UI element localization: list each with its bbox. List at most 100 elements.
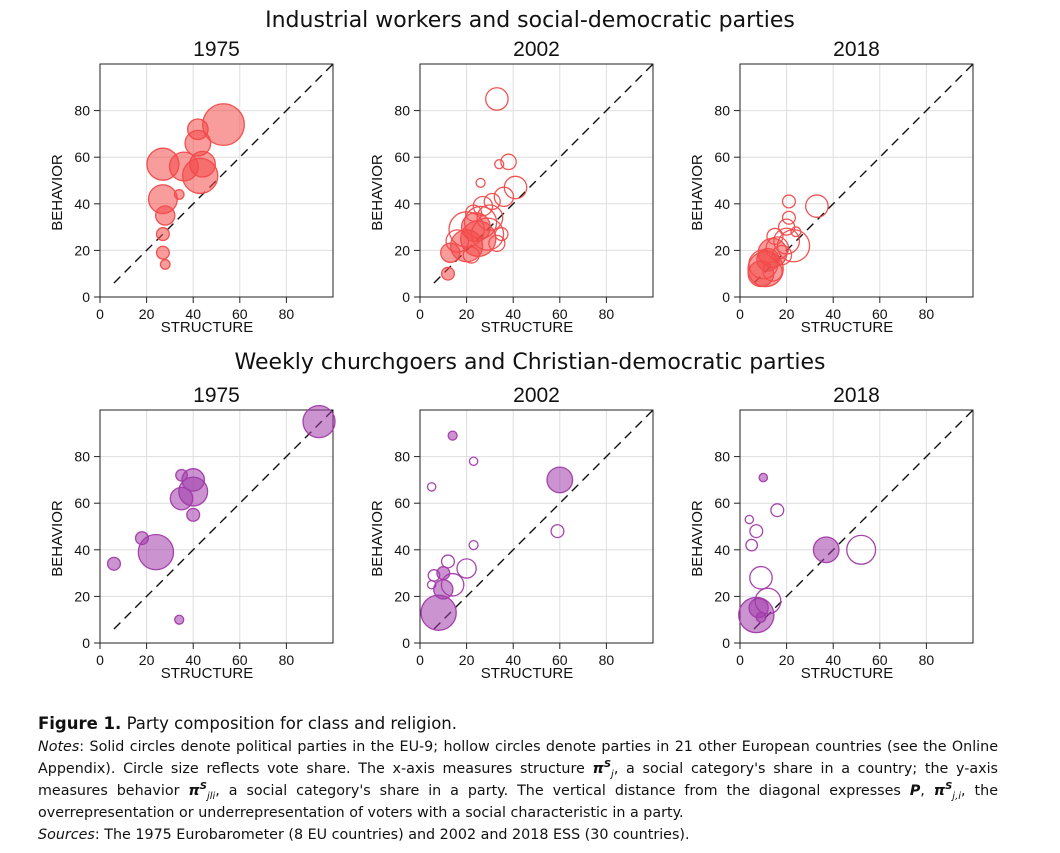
- notes-text-5: , the overrepresentation or underreprese…: [38, 783, 998, 821]
- solid-party-point: [186, 507, 201, 522]
- y-tick-label: 40: [714, 542, 730, 558]
- hollow-party-point: [456, 558, 477, 579]
- solid-party-point: [755, 611, 767, 623]
- y-axis-label: BEHAVIOR: [49, 500, 66, 577]
- solid-party-point: [747, 260, 775, 288]
- hollow-party-point: [494, 227, 509, 242]
- hollow-party-point: [468, 540, 479, 551]
- y-tick-label: 80: [394, 449, 410, 465]
- x-axis-label: STRUCTURE: [481, 319, 574, 336]
- hollow-party-point: [749, 524, 764, 539]
- hollow-party-point: [500, 153, 517, 171]
- x-tick-label: 0: [736, 652, 744, 668]
- notes-text-3: , a social category's share in a party. …: [215, 783, 910, 799]
- x-tick-label: 20: [139, 652, 155, 668]
- x-axis-label: STRUCTURE: [801, 665, 894, 682]
- y-tick-label: 60: [394, 495, 410, 511]
- caption-sources: Sources: The 1975 Eurobarometer (8 EU co…: [38, 824, 998, 846]
- caption-title-line: Figure 1. Party composition for class an…: [38, 713, 998, 735]
- notes-pi-structure: π: [592, 761, 604, 777]
- y-axis-label: BEHAVIOR: [49, 154, 66, 231]
- panel-2: 2018 0 20 40 60 80 0 20 40 60 80 STRUCTURE BEHAVIOR: [689, 38, 974, 336]
- hollow-party-point: [781, 194, 796, 209]
- notes-pi-behavior: π: [188, 783, 200, 799]
- y-tick-label: 80: [74, 103, 90, 119]
- y-tick-label: 60: [714, 495, 730, 511]
- solid-party-point: [758, 472, 769, 483]
- y-tick-label: 40: [394, 542, 410, 558]
- x-tick-label: 40: [825, 306, 841, 322]
- hollow-party-point: [462, 246, 480, 264]
- panel-title: 1975: [193, 38, 240, 61]
- y-tick-label: 80: [74, 449, 90, 465]
- y-tick-label: 40: [74, 542, 90, 558]
- notes-label: Notes: [38, 739, 80, 755]
- figure-canvas: 1975 0 20 40 60 80 0 20 40 60 80 STRUCTURE BEHAVIOR 2…: [49, 38, 974, 682]
- hollow-party-point: [488, 234, 506, 253]
- plot-frame: [739, 409, 974, 644]
- solid-party-point: [137, 533, 175, 571]
- y-tick-label: 40: [714, 196, 730, 212]
- y-axis-label: BEHAVIOR: [369, 500, 386, 577]
- solid-party-point: [420, 594, 457, 631]
- solid-party-point: [302, 404, 336, 439]
- x-tick-label: 20: [459, 306, 475, 322]
- x-tick-label: 0: [96, 306, 104, 322]
- solid-party-point: [169, 486, 194, 511]
- y-tick-label: 20: [74, 588, 90, 604]
- x-tick-label: 60: [552, 306, 568, 322]
- solid-party-point: [546, 466, 574, 494]
- panel-title: 2018: [833, 38, 880, 61]
- y-tick-label: 80: [714, 449, 730, 465]
- x-tick-label: 80: [279, 306, 295, 322]
- panel-title: 2002: [513, 384, 560, 407]
- x-tick-label: 80: [919, 652, 935, 668]
- x-tick-label: 20: [459, 652, 475, 668]
- x-axis-label: STRUCTURE: [161, 319, 254, 336]
- y-tick-label: 60: [394, 149, 410, 165]
- x-tick-label: 0: [416, 306, 424, 322]
- y-tick-label: 60: [74, 495, 90, 511]
- caption-title: Party composition for class and religion…: [126, 714, 458, 733]
- y-axis-label: BEHAVIOR: [689, 500, 706, 577]
- x-axis-label: STRUCTURE: [481, 665, 574, 682]
- y-tick-label: 0: [402, 289, 410, 305]
- solid-party-point: [106, 556, 122, 571]
- x-tick-label: 0: [96, 652, 104, 668]
- y-axis-label: BEHAVIOR: [689, 154, 706, 231]
- panel-4: 2002 0 20 40 60 80 0 20 40 60 80 STRUCTURE BEHAVIOR: [369, 384, 654, 682]
- x-tick-label: 60: [232, 652, 248, 668]
- x-tick-label: 0: [736, 306, 744, 322]
- row-title-class: Industrial workers and social-democratic…: [265, 8, 795, 33]
- sources-text: : The 1975 Eurobarometer (8 EU countries…: [94, 827, 690, 843]
- y-tick-label: 20: [714, 242, 730, 258]
- notes-pi-overrep: π: [933, 783, 946, 799]
- x-tick-label: 40: [185, 306, 201, 322]
- hollow-party-point: [493, 186, 515, 208]
- panel-title: 1975: [193, 384, 240, 407]
- sources-label: Sources: [38, 827, 95, 843]
- panel-title: 2002: [513, 38, 560, 61]
- diagonal-line: [753, 63, 974, 284]
- row-title-religion: Weekly churchgoers and Christian-democra…: [234, 350, 826, 375]
- x-tick-label: 80: [919, 306, 935, 322]
- y-tick-label: 20: [394, 242, 410, 258]
- plot-frame: [419, 63, 654, 298]
- y-tick-label: 60: [74, 149, 90, 165]
- hollow-party-point: [762, 261, 783, 282]
- y-axis-label: BEHAVIOR: [369, 154, 386, 231]
- hollow-party-point: [744, 514, 755, 525]
- x-tick-label: 80: [599, 306, 615, 322]
- plot-frame: [99, 63, 334, 298]
- hollow-party-point: [494, 159, 505, 170]
- caption-label: Figure 1.: [38, 714, 122, 733]
- x-tick-label: 60: [872, 652, 888, 668]
- solid-party-point: [812, 536, 840, 564]
- y-tick-label: 80: [394, 103, 410, 119]
- hollow-party-point: [485, 87, 509, 111]
- x-tick-label: 60: [552, 652, 568, 668]
- x-tick-label: 60: [872, 306, 888, 322]
- panel-5: 2018 0 20 40 60 80 0 20 40 60 80 STRUCTURE BEHAVIOR: [689, 384, 974, 682]
- hollow-party-point: [781, 210, 796, 225]
- hollow-party-point: [770, 503, 785, 518]
